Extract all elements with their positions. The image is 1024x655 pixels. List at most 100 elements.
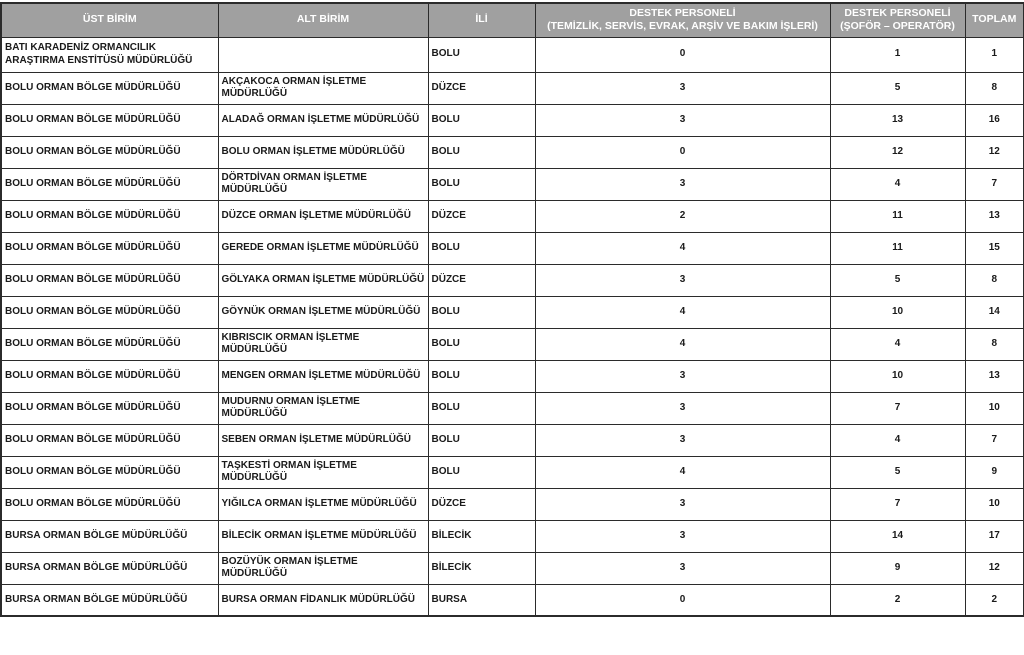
column-header-destek-personeli-temizlik: DESTEK PERSONELİ (TEMİZLİK, SERVİS, EVRA… (534, 2, 831, 38)
table-row: BOLU ORMAN BÖLGE MÜDÜRLÜĞÜ GÖYNÜK ORMAN İ… (0, 295, 1024, 329)
cell-toplam: 9 (964, 455, 1024, 489)
cell-destek-personeli-temizlik: 3 (534, 263, 831, 297)
cell-ili: BOLU (427, 36, 536, 73)
cell-toplam: 7 (964, 167, 1024, 201)
cell-alt-birim: BURSA ORMAN FİDANLIK MÜDÜRLÜĞÜ (217, 583, 429, 617)
cell-ust-birim: BOLU ORMAN BÖLGE MÜDÜRLÜĞÜ (0, 391, 219, 425)
cell-destek-personeli-sofor: 9 (829, 551, 966, 585)
cell-ili: DÜZCE (427, 199, 536, 233)
cell-destek-personeli-sofor: 1 (829, 36, 966, 73)
cell-destek-personeli-sofor: 4 (829, 327, 966, 361)
table-row: BOLU ORMAN BÖLGE MÜDÜRLÜĞÜ BOLU ORMAN İŞL… (0, 135, 1024, 169)
cell-ust-birim: BOLU ORMAN BÖLGE MÜDÜRLÜĞÜ (0, 71, 219, 105)
cell-ili: BURSA (427, 583, 536, 617)
cell-toplam: 17 (964, 519, 1024, 553)
cell-toplam: 14 (964, 295, 1024, 329)
table-row: BOLU ORMAN BÖLGE MÜDÜRLÜĞÜ SEBEN ORMAN İŞ… (0, 423, 1024, 457)
table-row: BURSA ORMAN BÖLGE MÜDÜRLÜĞÜ BURSA ORMAN F… (0, 583, 1024, 617)
cell-destek-personeli-temizlik: 3 (534, 167, 831, 201)
cell-ili: BOLU (427, 167, 536, 201)
cell-destek-personeli-temizlik: 3 (534, 519, 831, 553)
cell-ili: BOLU (427, 391, 536, 425)
cell-ili: BOLU (427, 103, 536, 137)
cell-ust-birim: BOLU ORMAN BÖLGE MÜDÜRLÜĞÜ (0, 103, 219, 137)
cell-destek-personeli-temizlik: 4 (534, 295, 831, 329)
cell-toplam: 13 (964, 359, 1024, 393)
cell-ust-birim: BOLU ORMAN BÖLGE MÜDÜRLÜĞÜ (0, 423, 219, 457)
cell-toplam: 8 (964, 263, 1024, 297)
cell-destek-personeli-sofor: 5 (829, 455, 966, 489)
table-row: BOLU ORMAN BÖLGE MÜDÜRLÜĞÜ GÖLYAKA ORMAN … (0, 263, 1024, 297)
cell-destek-personeli-temizlik: 4 (534, 455, 831, 489)
column-header-ust-birim: ÜST BİRİM (0, 2, 219, 38)
cell-toplam: 10 (964, 391, 1024, 425)
cell-ust-birim: BOLU ORMAN BÖLGE MÜDÜRLÜĞÜ (0, 231, 219, 265)
table-row: BURSA ORMAN BÖLGE MÜDÜRLÜĞÜ BİLECİK ORMAN… (0, 519, 1024, 553)
cell-ust-birim: BOLU ORMAN BÖLGE MÜDÜRLÜĞÜ (0, 167, 219, 201)
cell-ust-birim: BOLU ORMAN BÖLGE MÜDÜRLÜĞÜ (0, 199, 219, 233)
cell-destek-personeli-temizlik: 0 (534, 36, 831, 73)
cell-ili: DÜZCE (427, 263, 536, 297)
cell-toplam: 16 (964, 103, 1024, 137)
cell-alt-birim: MUDURNU ORMAN İŞLETME MÜDÜRLÜĞÜ (217, 391, 429, 425)
cell-ili: BOLU (427, 359, 536, 393)
table-row: BOLU ORMAN BÖLGE MÜDÜRLÜĞÜ MENGEN ORMAN İ… (0, 359, 1024, 393)
cell-ust-birim: BOLU ORMAN BÖLGE MÜDÜRLÜĞÜ (0, 295, 219, 329)
cell-alt-birim: DÜZCE ORMAN İŞLETME MÜDÜRLÜĞÜ (217, 199, 429, 233)
cell-toplam: 8 (964, 71, 1024, 105)
cell-ili: BİLECİK (427, 519, 536, 553)
cell-alt-birim: BİLECİK ORMAN İŞLETME MÜDÜRLÜĞÜ (217, 519, 429, 553)
column-header-toplam: TOPLAM (964, 2, 1024, 38)
cell-ust-birim: BURSA ORMAN BÖLGE MÜDÜRLÜĞÜ (0, 551, 219, 585)
cell-destek-personeli-sofor: 14 (829, 519, 966, 553)
cell-ust-birim: BATI KARADENİZ ORMANCILIK ARAŞTIRMA ENST… (0, 36, 219, 73)
cell-toplam: 13 (964, 199, 1024, 233)
cell-destek-personeli-sofor: 11 (829, 199, 966, 233)
cell-destek-personeli-sofor: 10 (829, 295, 966, 329)
cell-destek-personeli-temizlik: 3 (534, 551, 831, 585)
cell-ili: BOLU (427, 135, 536, 169)
table-row: BOLU ORMAN BÖLGE MÜDÜRLÜĞÜ TAŞKESTİ ORMAN… (0, 455, 1024, 489)
cell-alt-birim: GEREDE ORMAN İŞLETME MÜDÜRLÜĞÜ (217, 231, 429, 265)
cell-ili: BOLU (427, 231, 536, 265)
cell-toplam: 12 (964, 135, 1024, 169)
cell-ust-birim: BOLU ORMAN BÖLGE MÜDÜRLÜĞÜ (0, 487, 219, 521)
table-row: BOLU ORMAN BÖLGE MÜDÜRLÜĞÜ GEREDE ORMAN İ… (0, 231, 1024, 265)
cell-toplam: 12 (964, 551, 1024, 585)
table-row: BOLU ORMAN BÖLGE MÜDÜRLÜĞÜ DÜZCE ORMAN İŞ… (0, 199, 1024, 233)
cell-ili: BOLU (427, 423, 536, 457)
cell-ust-birim: BOLU ORMAN BÖLGE MÜDÜRLÜĞÜ (0, 327, 219, 361)
cell-destek-personeli-temizlik: 3 (534, 103, 831, 137)
header-row: ÜST BİRİM ALT BİRİM İLİ DESTEK PERSONELİ… (0, 2, 1024, 38)
table-row: BOLU ORMAN BÖLGE MÜDÜRLÜĞÜ DÖRTDİVAN ORMA… (0, 167, 1024, 201)
cell-destek-personeli-sofor: 13 (829, 103, 966, 137)
cell-ust-birim: BOLU ORMAN BÖLGE MÜDÜRLÜĞÜ (0, 359, 219, 393)
column-header-ili: İLİ (427, 2, 536, 38)
table-body: BATI KARADENİZ ORMANCILIK ARAŞTIRMA ENST… (0, 36, 1024, 617)
column-header-destek-personeli-sofor: DESTEK PERSONELİ (ŞOFÖR – OPERATÖR) (829, 2, 966, 38)
cell-toplam: 15 (964, 231, 1024, 265)
cell-destek-personeli-sofor: 5 (829, 71, 966, 105)
cell-ust-birim: BOLU ORMAN BÖLGE MÜDÜRLÜĞÜ (0, 135, 219, 169)
table-row: BURSA ORMAN BÖLGE MÜDÜRLÜĞÜ BOZÜYÜK ORMAN… (0, 551, 1024, 585)
cell-alt-birim: ALADAĞ ORMAN İŞLETME MÜDÜRLÜĞÜ (217, 103, 429, 137)
cell-alt-birim: AKÇAKOCA ORMAN İŞLETME MÜDÜRLÜĞÜ (217, 71, 429, 105)
cell-destek-personeli-temizlik: 4 (534, 231, 831, 265)
cell-destek-personeli-sofor: 7 (829, 487, 966, 521)
cell-toplam: 10 (964, 487, 1024, 521)
cell-alt-birim: MENGEN ORMAN İŞLETME MÜDÜRLÜĞÜ (217, 359, 429, 393)
cell-ili: BOLU (427, 327, 536, 361)
cell-ili: BİLECİK (427, 551, 536, 585)
table-row: BOLU ORMAN BÖLGE MÜDÜRLÜĞÜ KIBRISCIK ORMA… (0, 327, 1024, 361)
cell-ust-birim: BURSA ORMAN BÖLGE MÜDÜRLÜĞÜ (0, 583, 219, 617)
table-row: BOLU ORMAN BÖLGE MÜDÜRLÜĞÜ MUDURNU ORMAN … (0, 391, 1024, 425)
cell-ust-birim: BOLU ORMAN BÖLGE MÜDÜRLÜĞÜ (0, 263, 219, 297)
cell-destek-personeli-sofor: 7 (829, 391, 966, 425)
cell-ust-birim: BURSA ORMAN BÖLGE MÜDÜRLÜĞÜ (0, 519, 219, 553)
cell-destek-personeli-sofor: 5 (829, 263, 966, 297)
cell-toplam: 8 (964, 327, 1024, 361)
cell-destek-personeli-temizlik: 2 (534, 199, 831, 233)
cell-alt-birim: TAŞKESTİ ORMAN İŞLETME MÜDÜRLÜĞÜ (217, 455, 429, 489)
cell-destek-personeli-temizlik: 4 (534, 327, 831, 361)
table-row: BOLU ORMAN BÖLGE MÜDÜRLÜĞÜ AKÇAKOCA ORMAN… (0, 71, 1024, 105)
